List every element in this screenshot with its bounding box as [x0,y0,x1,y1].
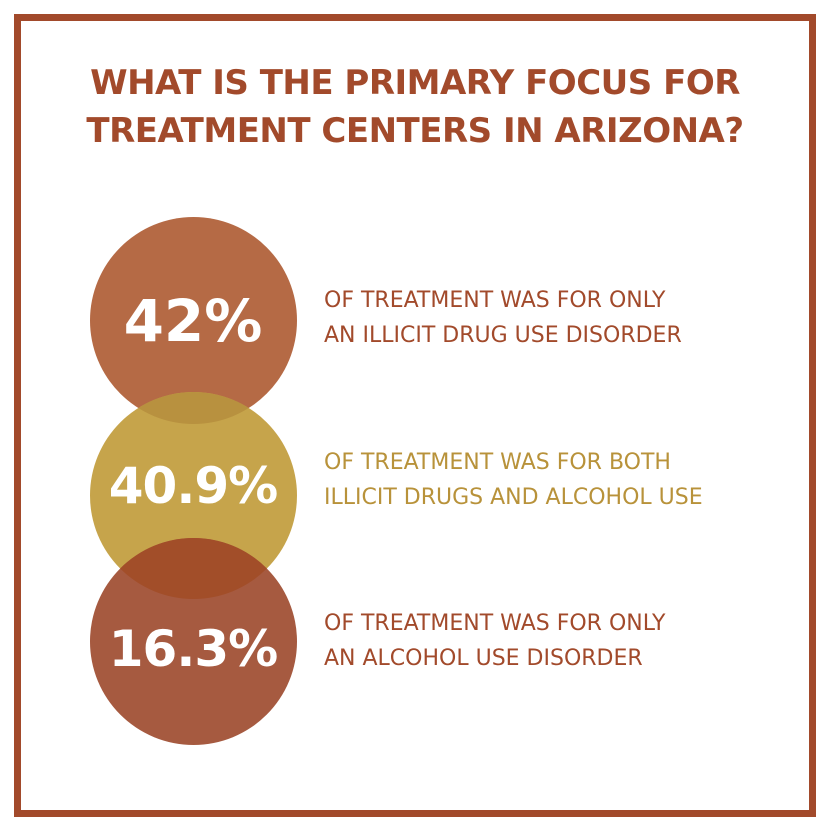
stat-value-alcohol-only: 16.3% [108,620,278,678]
stat-description-line-2: ILLICIT DRUGS AND ALCOHOL USE [324,485,703,510]
circle-illicit-drug-only [90,217,297,424]
stat-description-line-1: OF TREATMENT WAS FOR BOTH [324,450,671,475]
stat-value-illicit-drug-only: 42% [123,287,263,355]
stat-description-both-drugs-alcohol: OF TREATMENT WAS FOR BOTH ILLICIT DRUGS … [324,445,784,515]
stat-description-line-2: AN ILLICIT DRUG USE DISORDER [324,323,682,348]
title-line-1: WHAT IS THE PRIMARY FOCUS FOR [90,63,740,103]
circle-overlap-bottom [90,538,297,745]
stat-description-line-1: OF TREATMENT WAS FOR ONLY [324,288,666,313]
stat-description-illicit-drug-only: OF TREATMENT WAS FOR ONLY AN ILLICIT DRU… [324,283,784,353]
stat-value-both-drugs-alcohol: 40.9% [108,457,278,515]
stat-description-line-1: OF TREATMENT WAS FOR ONLY [324,611,666,636]
stat-description-alcohol-only: OF TREATMENT WAS FOR ONLY AN ALCOHOL USE… [324,606,784,676]
title-line-2: TREATMENT CENTERS IN ARIZONA? [86,111,744,151]
stat-description-line-2: AN ALCOHOL USE DISORDER [324,646,643,671]
infographic-frame: WHAT IS THE PRIMARY FOCUS FOR TREATMENT … [14,14,816,817]
page-title: WHAT IS THE PRIMARY FOCUS FOR TREATMENT … [21,59,809,155]
